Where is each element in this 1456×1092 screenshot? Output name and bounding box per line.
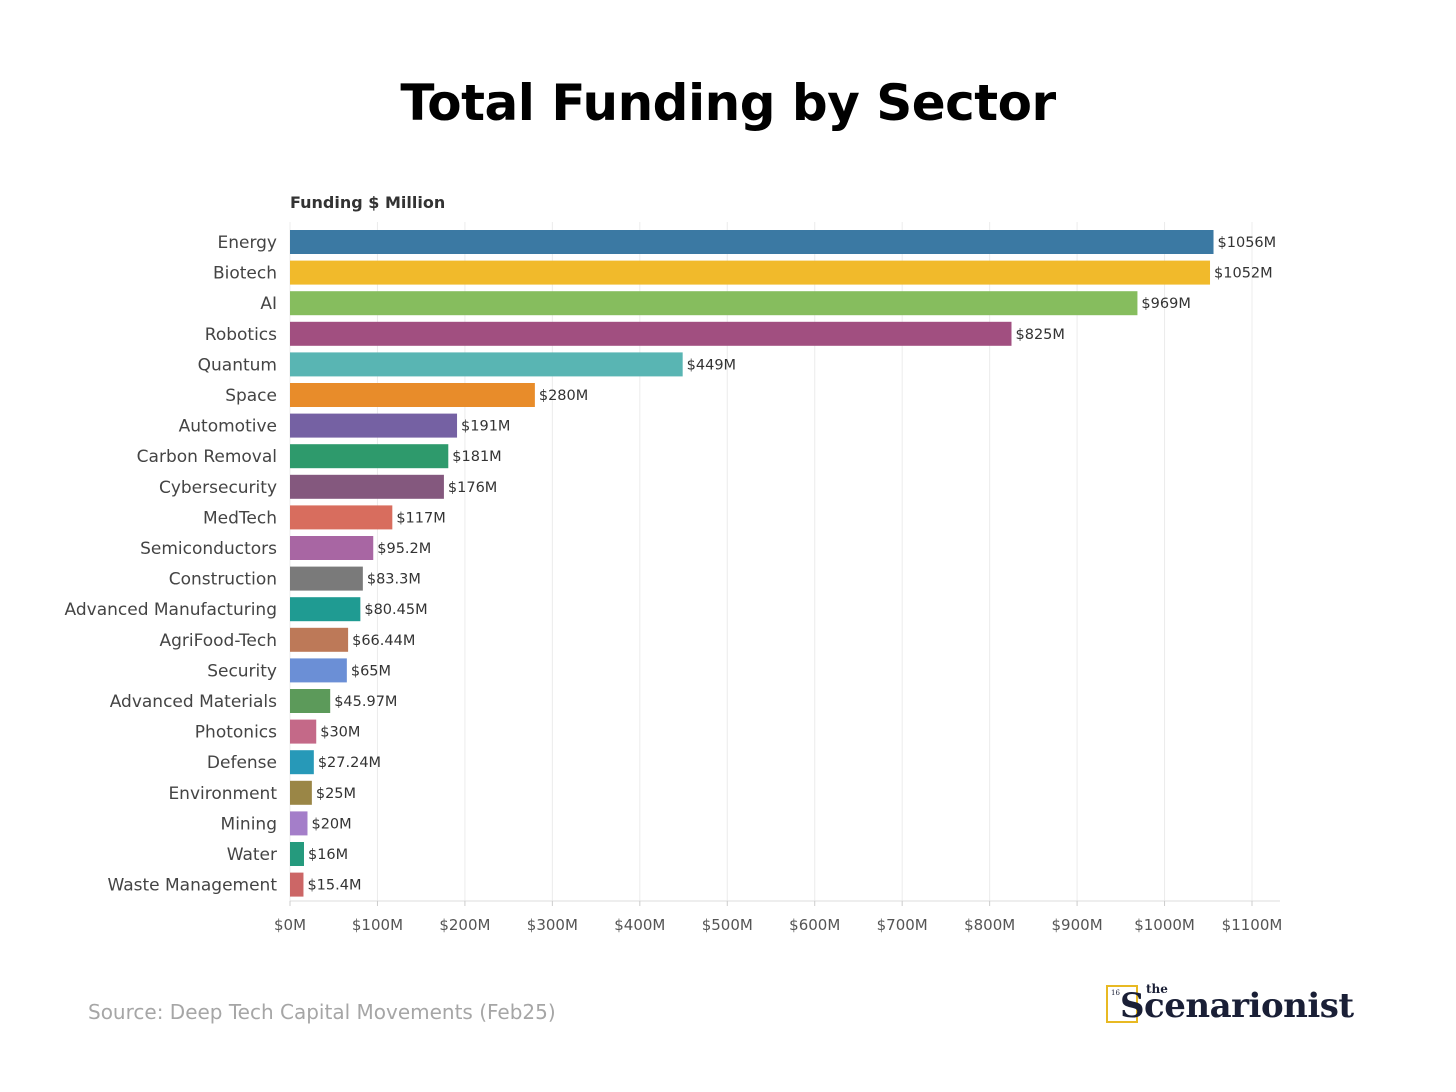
category-label: Water bbox=[227, 845, 277, 865]
bar bbox=[290, 597, 361, 622]
x-tick-label: $1100M bbox=[1222, 916, 1283, 934]
bar bbox=[290, 260, 1211, 285]
bar bbox=[290, 750, 314, 775]
bar bbox=[290, 689, 331, 713]
value-label: $15.4M bbox=[307, 878, 361, 894]
x-tick-label: $300M bbox=[527, 916, 578, 934]
x-tick-label: $400M bbox=[614, 916, 665, 934]
bar bbox=[290, 352, 683, 377]
category-label: Advanced Materials bbox=[110, 692, 277, 712]
category-label: Advanced Manufacturing bbox=[65, 600, 277, 620]
bar bbox=[290, 413, 458, 438]
bar bbox=[290, 444, 449, 469]
value-label: $20M bbox=[311, 816, 351, 832]
bar bbox=[290, 321, 1012, 346]
bar bbox=[290, 811, 308, 836]
value-label: $65M bbox=[351, 663, 391, 679]
bar bbox=[290, 872, 304, 897]
category-label: Photonics bbox=[195, 723, 277, 743]
category-label: Construction bbox=[169, 570, 277, 590]
value-label: $181M bbox=[452, 449, 501, 465]
category-label: Environment bbox=[168, 784, 277, 804]
value-label: $176M bbox=[448, 480, 497, 496]
value-label: $969M bbox=[1141, 296, 1190, 312]
x-tick-label: $0M bbox=[274, 916, 306, 934]
bar bbox=[290, 505, 393, 530]
logo-wordmark: Scenarionist bbox=[1120, 986, 1354, 1026]
category-label: Defense bbox=[207, 753, 277, 773]
x-tick-label: $200M bbox=[439, 916, 490, 934]
x-tick-label: $100M bbox=[352, 916, 403, 934]
scenarionist-logo: 16 the Scenarionist bbox=[1106, 982, 1366, 1032]
bar bbox=[290, 780, 312, 805]
value-label: $25M bbox=[316, 786, 356, 802]
category-label: Carbon Removal bbox=[137, 447, 277, 467]
bar bbox=[290, 474, 444, 499]
value-label: $80.45M bbox=[364, 602, 427, 618]
chart-title: Total Funding by Sector bbox=[400, 74, 1056, 132]
logo-the: the bbox=[1146, 982, 1168, 996]
value-labels: $1056M $1052M $969M $825M $449M $280M $191M $18… bbox=[307, 235, 1276, 894]
source-note: Source: Deep Tech Capital Movements (Feb… bbox=[88, 1000, 556, 1024]
y-axis-title: Funding $ Million bbox=[290, 193, 445, 212]
x-tick-label: $500M bbox=[702, 916, 753, 934]
bars bbox=[290, 230, 1214, 897]
value-label: $30M bbox=[320, 725, 360, 741]
category-label: Cybersecurity bbox=[159, 478, 277, 498]
category-label: Semiconductors bbox=[140, 539, 277, 559]
value-label: $825M bbox=[1016, 327, 1065, 343]
value-label: $66.44M bbox=[352, 633, 415, 649]
x-tick-label: $800M bbox=[964, 916, 1015, 934]
category-labels: Energy Biotech AI Robotics Quantum Space Autom… bbox=[65, 233, 278, 896]
bar bbox=[290, 291, 1138, 316]
category-label: Automotive bbox=[179, 417, 277, 437]
category-label: AI bbox=[260, 294, 277, 314]
bar bbox=[290, 658, 347, 683]
category-label: Biotech bbox=[213, 264, 277, 284]
category-label: AgriFood-Tech bbox=[159, 631, 277, 651]
value-label: $83.3M bbox=[367, 572, 421, 588]
bar bbox=[290, 383, 535, 407]
bar bbox=[290, 627, 349, 652]
x-tick-label: $1000M bbox=[1134, 916, 1195, 934]
category-label: Mining bbox=[221, 814, 277, 834]
category-label: Space bbox=[225, 386, 277, 406]
value-label: $16M bbox=[308, 847, 348, 863]
category-label: Energy bbox=[217, 233, 277, 253]
category-label: Security bbox=[207, 661, 277, 681]
value-label: $27.24M bbox=[318, 755, 381, 771]
bar bbox=[290, 719, 317, 744]
category-label: Robotics bbox=[205, 325, 277, 345]
x-tick-label: $700M bbox=[877, 916, 928, 934]
value-label: $45.97M bbox=[334, 694, 397, 710]
category-label: MedTech bbox=[203, 508, 277, 528]
category-label: Waste Management bbox=[107, 876, 277, 896]
value-label: $280M bbox=[539, 388, 588, 404]
bar bbox=[290, 536, 374, 560]
x-tick-label: $600M bbox=[789, 916, 840, 934]
value-label: $1052M bbox=[1214, 266, 1273, 282]
value-label: $117M bbox=[396, 510, 445, 526]
value-label: $191M bbox=[461, 419, 510, 435]
x-tick-label: $900M bbox=[1052, 916, 1103, 934]
logo-frame: 16 bbox=[1106, 985, 1138, 1023]
bar bbox=[290, 230, 1214, 254]
value-label: $95.2M bbox=[377, 541, 431, 557]
bar bbox=[290, 842, 304, 866]
x-axis-ticks: $0M $100M $200M $300M $400M $500M $600M $700M $8… bbox=[274, 901, 1282, 934]
value-label: $1056M bbox=[1218, 235, 1277, 251]
category-label: Quantum bbox=[198, 355, 277, 375]
bar bbox=[290, 566, 363, 591]
logo-number: 16 bbox=[1111, 989, 1120, 997]
value-label: $449M bbox=[687, 357, 736, 373]
